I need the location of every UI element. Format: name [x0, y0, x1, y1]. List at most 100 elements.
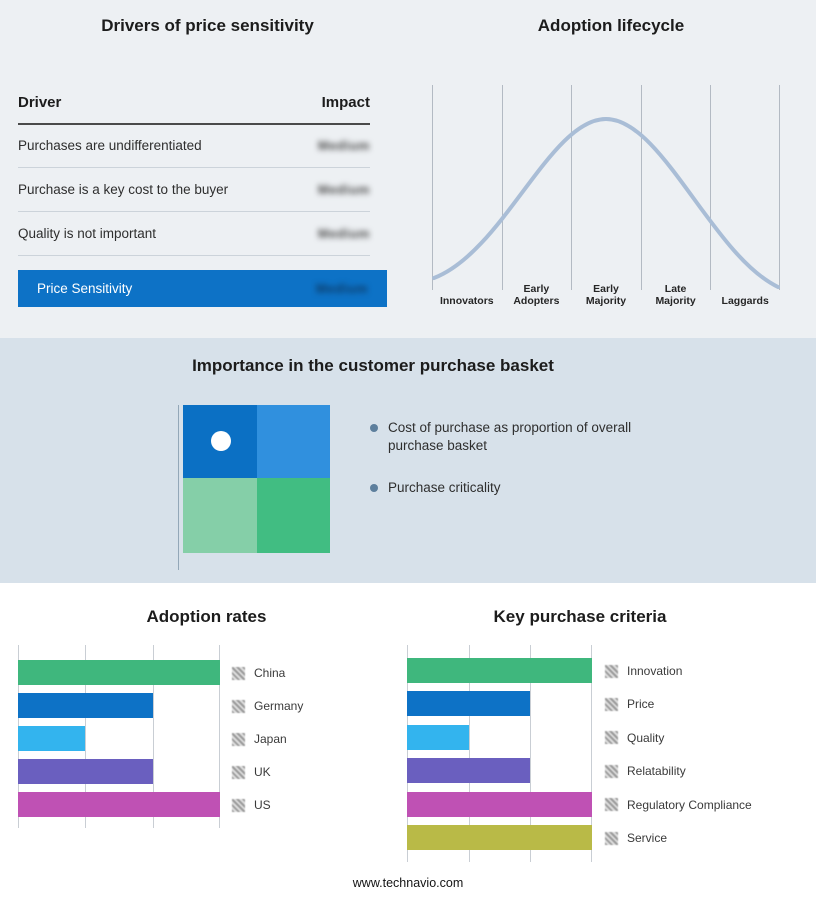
chart-gridline [85, 645, 87, 828]
legend-label: Price [627, 697, 655, 712]
stage-label-line: Majority [655, 295, 696, 308]
driver-column-header: Driver [18, 94, 62, 111]
key-criteria-plot [407, 645, 592, 862]
price-sensitivity-label: Price Sensitivity [37, 281, 133, 296]
stage-label-line: Early [523, 282, 550, 295]
price-sensitivity-impact: Medium [315, 281, 368, 296]
driver-name: Purchases are undifferentiated [18, 138, 202, 153]
impact-column-header: Impact [321, 94, 370, 111]
key-criteria-title: Key purchase criteria [493, 607, 667, 626]
legend-swatch [232, 666, 245, 680]
legend-label: Germany [254, 699, 304, 713]
legend-item-china: China [232, 666, 285, 680]
stage-label-line: Late [664, 282, 687, 295]
legend-item-price: Price [605, 697, 654, 711]
bullet-item: Cost of purchase as proportion of overal… [370, 419, 650, 455]
legend-swatch [232, 765, 245, 779]
stage-label: Late Majority [641, 281, 711, 308]
legend-item-germany: Germany [232, 699, 303, 713]
drivers-table-rows: Purchases are undifferentiated Medium Purc… [18, 124, 370, 256]
key-criteria-chart: Innovation Price Quality Relatability Regula… [407, 645, 807, 870]
chart-gridline [530, 645, 532, 862]
purchase-basket-matrix [183, 405, 330, 553]
stage-label-line: Laggards [721, 295, 769, 308]
legend-item-us: US [232, 798, 271, 812]
lifecycle-plot [432, 85, 780, 290]
chart-gridline [468, 645, 470, 862]
legend-label: Service [627, 831, 668, 845]
legend-label: Innovation [627, 664, 683, 678]
driver-name: Purchase is a key cost to the buyer [18, 182, 229, 197]
quadrant-bottom-left [183, 478, 257, 553]
legend-item-regulatory-compliance: Regulatory Compliance [605, 798, 752, 812]
driver-row: Purchases are undifferentiated Medium [18, 124, 370, 168]
bar-japan [18, 726, 86, 751]
legend-label: US [254, 798, 271, 812]
adoption-rates-legend: China Germany Japan UK US [232, 645, 402, 830]
lifecycle-stage-labels: Innovators Early Adopters Early Majority Late… [432, 281, 780, 308]
footer: www.technavio.com [0, 876, 816, 890]
basket-bullet-list: Cost of purchase as proportion of overal… [370, 419, 650, 522]
bar-quality [407, 724, 469, 750]
quadrant-top-right [257, 405, 330, 478]
stage-label: Early Majority [571, 281, 641, 308]
stage-label-line: Early [593, 282, 619, 295]
stage-label: Innovators [432, 281, 502, 308]
stage-label: Laggards [710, 281, 780, 308]
stage-label-line: Innovators [439, 295, 494, 308]
lifecycle-gridline [571, 85, 573, 290]
bullet-icon [370, 484, 378, 493]
charts-section: Adoption rates China Germany Japan UK US Key… [0, 583, 816, 902]
bell-curve-path [432, 116, 780, 289]
bullet-item: Purchase criticality [370, 479, 650, 497]
matrix-axis-line [178, 405, 179, 570]
legend-label: Quality [627, 730, 665, 745]
driver-impact-value: Medium [317, 182, 370, 197]
lifecycle-gridline [779, 85, 780, 290]
legend-swatch [232, 699, 245, 713]
legend-swatch [232, 732, 245, 746]
driver-impact-value: Medium [317, 226, 370, 241]
legend-swatch [605, 731, 618, 745]
purchase-basket-section: Importance in the customer purchase bask… [0, 338, 816, 583]
chart-gridline [591, 645, 592, 862]
chart-gridline [219, 645, 220, 828]
bar-service [407, 825, 592, 850]
basket-title: Importance in the customer purchase bask… [192, 356, 554, 375]
adoption-rates-plot [18, 645, 220, 828]
top-section: Drivers of price sensitivity Driver Impa… [0, 0, 816, 338]
stage-label-line: Adopters [513, 295, 560, 308]
bullet-text: Cost of purchase as proportion of overal… [388, 420, 632, 454]
legend-item-quality: Quality [605, 731, 664, 745]
legend-item-relatability: Relatability [605, 764, 686, 778]
legend-item-service: Service [605, 831, 667, 845]
chart-gridline [152, 645, 154, 828]
lifecycle-gridline [640, 85, 642, 290]
bar-regulatory-compliance [407, 791, 592, 817]
bullet-icon [370, 424, 378, 432]
driver-name: Quality is not important [18, 226, 157, 241]
lifecycle-gridline [432, 85, 433, 290]
legend-swatch [605, 831, 618, 845]
footer-link[interactable]: www.technavio.com [352, 876, 464, 890]
bullet-text: Purchase criticality [388, 480, 501, 496]
chart-gridline [407, 645, 408, 862]
legend-label: Japan [254, 732, 287, 746]
driver-row: Purchase is a key cost to the buyer Mediu… [18, 168, 370, 212]
stage-label-line: Majority [585, 295, 627, 308]
adoption-rates-title: Adoption rates [146, 607, 267, 626]
stage-label: Early Adopters [502, 281, 572, 308]
legend-swatch [605, 664, 618, 678]
price-sensitivity-banner: Price Sensitivity Medium [18, 270, 387, 307]
bar-uk [18, 759, 153, 784]
legend-item-japan: Japan [232, 732, 287, 746]
driver-row: Quality is not important Medium [18, 212, 370, 256]
legend-label: Regulatory Compliance [627, 797, 752, 812]
legend-swatch [232, 798, 245, 812]
key-criteria-legend: Innovation Price Quality Relatability Regula… [605, 645, 775, 870]
legend-label: Relatability [627, 764, 686, 779]
bar-china [18, 660, 220, 685]
quadrant-bottom-right [257, 478, 330, 553]
legend-swatch [605, 764, 618, 778]
lifecycle-title: Adoption lifecycle [537, 16, 685, 35]
